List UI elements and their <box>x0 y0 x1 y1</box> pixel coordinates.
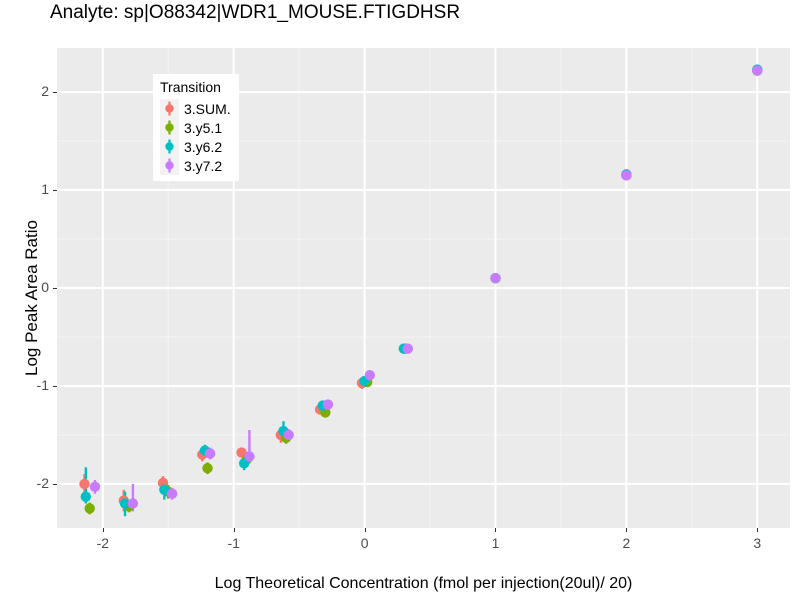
data-point <box>402 343 413 354</box>
x-tick-mark <box>102 528 104 532</box>
data-point <box>127 498 139 509</box>
legend-point-icon <box>165 158 174 173</box>
x-tick-label: -1 <box>227 535 240 551</box>
data-point <box>80 491 91 502</box>
y-tick-label: 2 <box>41 83 49 100</box>
y-axis-label: Log Peak Area Ratio <box>22 220 41 376</box>
data-point <box>490 273 501 284</box>
x-tick-label: 2 <box>622 535 631 551</box>
legend: Transition 3.SUM. 3.y5.1 3.y6.2 3.y7.2 <box>153 74 239 181</box>
legend-item[interactable]: 3.y5.1 <box>160 118 231 137</box>
legend-title: Transition <box>160 79 221 95</box>
data-point <box>166 488 178 499</box>
x-tick-mark <box>495 528 497 532</box>
legend-dot-icon <box>165 161 174 170</box>
data-point <box>283 429 294 441</box>
y-tick-mark <box>53 483 57 485</box>
legend-key-swatch <box>160 137 179 156</box>
legend-item[interactable]: 3.SUM. <box>160 99 231 118</box>
legend-item-label: 3.SUM. <box>184 100 231 117</box>
legend-item[interactable]: 3.y7.2 <box>160 156 231 175</box>
x-tick-label: 3 <box>753 535 762 551</box>
grid-major <box>57 48 790 528</box>
x-tick-mark <box>364 528 366 532</box>
y-tick-mark <box>53 92 57 94</box>
data-point <box>322 399 334 410</box>
data-point <box>119 498 131 509</box>
legend-item-label: 3.y6.2 <box>184 138 223 155</box>
data-point <box>364 369 376 381</box>
data-point <box>204 448 216 459</box>
data-point <box>79 478 90 490</box>
legend-key-swatch <box>160 156 179 175</box>
data-point <box>159 484 170 495</box>
legend-item-label: 3.y5.1 <box>184 119 223 136</box>
legend-dot-icon <box>165 123 174 132</box>
x-axis-label: Log Theoretical Concentration (fmol per … <box>214 575 633 592</box>
y-tick-mark <box>53 288 57 289</box>
legend-key-swatch <box>160 118 179 137</box>
y-tick-label: -2 <box>36 474 49 491</box>
legend-point-icon <box>165 139 174 154</box>
legend-point-icon <box>165 120 174 135</box>
legend-key-swatch <box>160 99 179 118</box>
data-point <box>202 463 213 474</box>
plot-panel <box>57 48 790 528</box>
data-point <box>244 451 255 462</box>
x-tick-label: -2 <box>96 535 110 551</box>
data-point <box>89 481 101 493</box>
data-point <box>84 503 95 514</box>
y-tick-label: 1 <box>41 181 49 198</box>
data-points <box>79 64 763 514</box>
legend-items: 3.SUM. 3.y5.1 3.y6.2 3.y7.2 <box>160 99 231 175</box>
y-tick-mark <box>53 385 57 387</box>
data-point <box>752 65 763 76</box>
legend-item-label: 3.y7.2 <box>184 157 223 174</box>
x-tick-label: 0 <box>360 535 369 551</box>
y-tick-label: -1 <box>36 376 49 393</box>
x-tick-mark <box>233 528 235 532</box>
legend-dot-icon <box>165 142 174 151</box>
y-tick-label: 0 <box>41 279 49 295</box>
x-tick-mark <box>626 528 628 532</box>
page-title: Analyte: sp|O88342|WDR1_MOUSE.FTIGDHSR <box>50 2 461 23</box>
x-tick-mark <box>757 528 759 532</box>
legend-point-icon <box>165 101 174 116</box>
y-tick-mark <box>53 190 57 192</box>
x-tick-label: 1 <box>491 535 500 551</box>
data-point <box>621 170 632 181</box>
legend-dot-icon <box>165 104 174 113</box>
legend-item[interactable]: 3.y6.2 <box>160 137 231 156</box>
